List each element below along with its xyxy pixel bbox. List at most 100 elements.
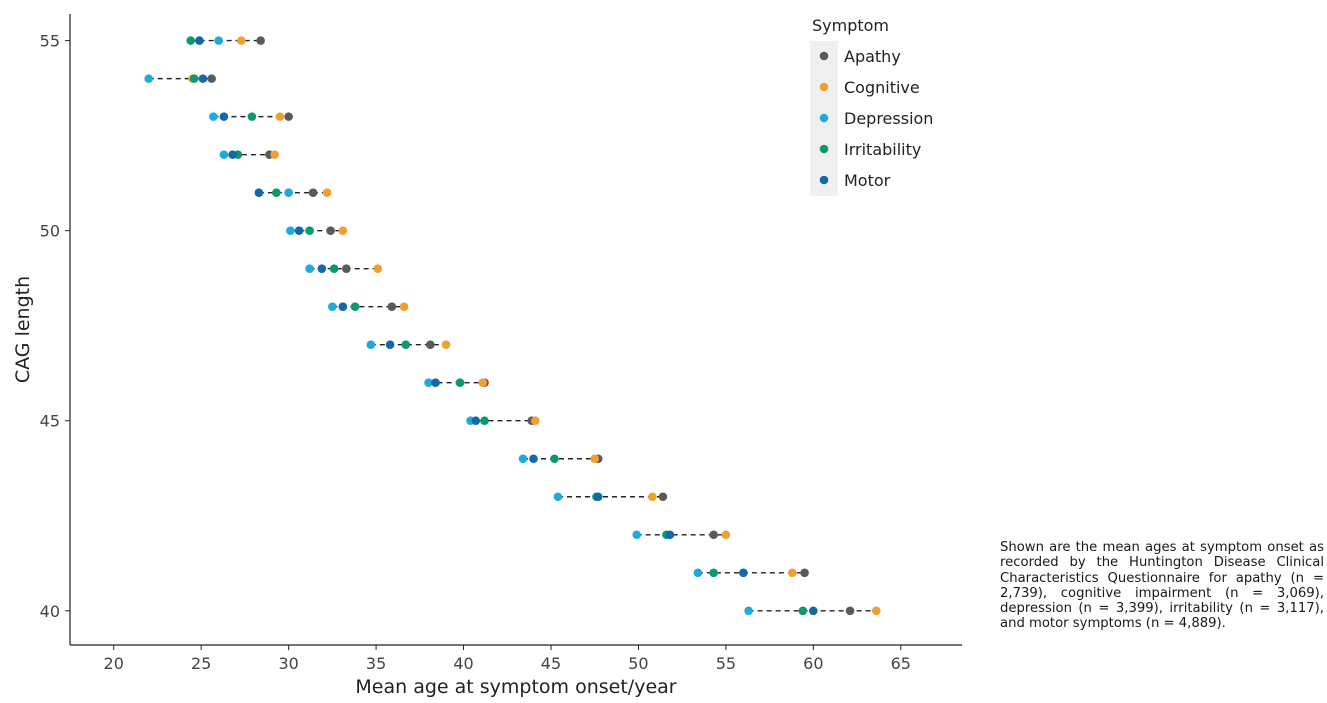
data-point-motor bbox=[219, 112, 229, 121]
data-point-cognitive bbox=[530, 416, 540, 426]
data-point-depression bbox=[328, 302, 337, 311]
data-point-irritability bbox=[189, 74, 199, 83]
data-point-apathy bbox=[207, 74, 216, 83]
legend-key-motor bbox=[819, 175, 829, 185]
data-point-irritability bbox=[272, 188, 281, 197]
data-points bbox=[144, 36, 881, 616]
legend: Symptom Apathy Cognitive Depression Irritab… bbox=[810, 16, 933, 196]
data-point-motor bbox=[431, 378, 440, 388]
data-point-cognitive bbox=[478, 378, 488, 388]
data-point-depression bbox=[744, 606, 753, 616]
data-point-irritability bbox=[798, 606, 808, 616]
data-point-depression bbox=[424, 378, 433, 388]
data-point-cognitive bbox=[237, 36, 246, 45]
data-point-irritability bbox=[350, 302, 360, 311]
data-point-irritability bbox=[550, 454, 559, 464]
x-tick-label: 30 bbox=[278, 654, 298, 673]
legend-label: Irritability bbox=[844, 140, 921, 159]
x-tick-label: 20 bbox=[104, 654, 124, 673]
data-point-depression bbox=[144, 74, 154, 83]
data-point-irritability bbox=[329, 264, 339, 273]
data-point-motor bbox=[338, 302, 348, 311]
data-point-cognitive bbox=[373, 264, 383, 273]
data-point-motor bbox=[198, 74, 208, 83]
axes: 20 25 30 35 40 45 50 55 60 65 40 45 50 55 bbox=[40, 14, 962, 673]
x-tick-label: 45 bbox=[541, 654, 561, 673]
data-point-motor bbox=[254, 188, 264, 197]
data-point-irritability bbox=[401, 340, 411, 350]
data-point-irritability bbox=[247, 112, 257, 121]
data-point-motor bbox=[294, 226, 304, 235]
data-point-cognitive bbox=[338, 226, 348, 235]
data-point-cognitive bbox=[871, 606, 881, 616]
data-point-cognitive bbox=[322, 188, 332, 197]
x-tick-label: 40 bbox=[453, 654, 473, 673]
data-point-depression bbox=[219, 150, 229, 159]
data-point-depression bbox=[693, 568, 703, 578]
legend-key-cognitive bbox=[819, 82, 829, 92]
data-point-apathy bbox=[425, 340, 435, 350]
data-point-motor bbox=[739, 568, 748, 578]
data-point-motor bbox=[228, 150, 237, 159]
data-point-motor bbox=[195, 36, 204, 45]
data-point-apathy bbox=[308, 188, 318, 197]
data-point-apathy bbox=[342, 264, 351, 273]
data-point-depression bbox=[632, 530, 641, 540]
legend-label: Apathy bbox=[844, 47, 901, 66]
y-axis-label: CAG length bbox=[12, 276, 34, 383]
data-point-apathy bbox=[658, 492, 668, 502]
data-point-irritability bbox=[305, 226, 314, 235]
data-point-depression bbox=[553, 492, 563, 502]
data-point-motor bbox=[385, 340, 395, 350]
y-tick-label: 45 bbox=[40, 412, 60, 431]
x-tick-label: 50 bbox=[628, 654, 648, 673]
data-point-apathy bbox=[326, 226, 335, 235]
data-point-motor bbox=[593, 492, 603, 502]
legend-title: Symptom bbox=[812, 16, 889, 35]
y-tick-label: 40 bbox=[40, 602, 60, 621]
legend-key-apathy bbox=[819, 51, 829, 61]
x-tick-label: 35 bbox=[366, 654, 386, 673]
y-tick-label: 55 bbox=[40, 32, 60, 51]
data-point-cognitive bbox=[275, 112, 285, 121]
data-point-depression bbox=[305, 264, 314, 273]
data-point-apathy bbox=[800, 568, 809, 578]
data-point-depression bbox=[284, 188, 293, 197]
data-point-irritability bbox=[455, 378, 465, 388]
data-point-motor bbox=[529, 454, 538, 464]
data-point-depression bbox=[518, 454, 528, 464]
data-point-apathy bbox=[709, 530, 718, 540]
data-point-depression bbox=[366, 340, 376, 350]
data-point-irritability bbox=[709, 568, 718, 578]
data-point-depression bbox=[214, 36, 223, 45]
x-tick-label: 25 bbox=[191, 654, 211, 673]
figure-caption: Shown are the mean ages at symptom onset… bbox=[1000, 540, 1324, 632]
legend-key-irritability bbox=[819, 144, 829, 154]
data-point-apathy bbox=[387, 302, 397, 311]
x-tick-label: 65 bbox=[891, 654, 911, 673]
data-point-cognitive bbox=[648, 492, 657, 502]
legend-label: Motor bbox=[844, 171, 891, 190]
data-point-depression bbox=[286, 226, 295, 235]
data-point-apathy bbox=[256, 36, 265, 45]
data-point-cognitive bbox=[590, 454, 600, 464]
x-tick-label: 60 bbox=[803, 654, 823, 673]
data-point-motor bbox=[317, 264, 327, 273]
x-axis-label: Mean age at symptom onset/year bbox=[355, 676, 676, 698]
data-point-motor bbox=[809, 606, 818, 616]
data-point-cognitive bbox=[399, 302, 409, 311]
x-tick-label: 55 bbox=[716, 654, 736, 673]
data-point-cognitive bbox=[721, 530, 731, 540]
legend-label: Cognitive bbox=[844, 78, 920, 97]
connector-lines bbox=[148, 39, 877, 612]
data-point-apathy bbox=[284, 112, 293, 121]
data-point-irritability bbox=[186, 36, 195, 45]
data-point-motor bbox=[471, 416, 481, 426]
data-point-depression bbox=[209, 112, 218, 121]
data-point-cognitive bbox=[441, 340, 451, 350]
legend-key-depression bbox=[819, 113, 829, 123]
data-point-motor bbox=[665, 530, 675, 540]
data-point-cognitive bbox=[788, 568, 797, 578]
legend-label: Depression bbox=[844, 109, 933, 128]
